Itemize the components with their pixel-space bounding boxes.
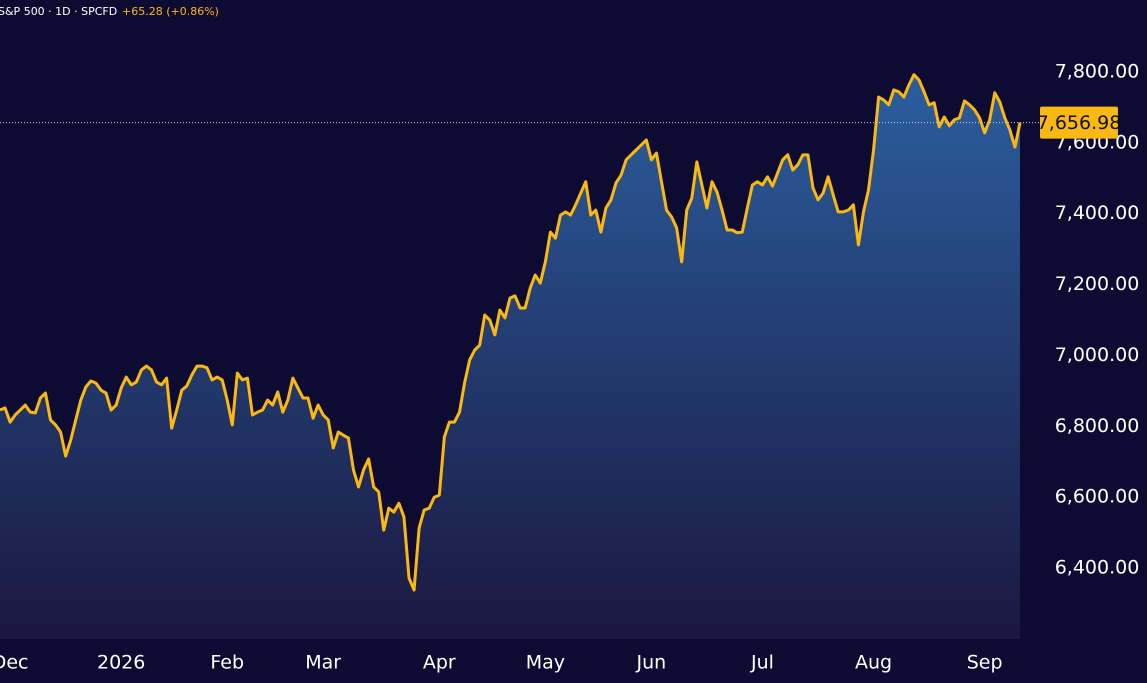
y-tick-label: 7,000.00	[1055, 344, 1140, 366]
area-fill	[0, 74, 1020, 640]
x-tick-label: May	[526, 652, 565, 674]
y-tick-label: 7,400.00	[1055, 202, 1140, 224]
x-tick-label: Apr	[423, 652, 456, 674]
x-tick-label: 2026	[97, 652, 145, 674]
chart-title: S&P 500 · 1D · SPCFD	[0, 5, 117, 18]
y-tick-label: 7,200.00	[1055, 273, 1140, 295]
y-tick-label: 6,800.00	[1055, 415, 1140, 437]
y-tick-label: 6,400.00	[1055, 557, 1140, 579]
x-tick-label: Feb	[210, 652, 244, 674]
x-tick-label: Aug	[855, 652, 892, 674]
last-price-badge	[1040, 106, 1118, 139]
x-tick-label: Jul	[750, 652, 774, 674]
x-tick-label: Sep	[967, 652, 1003, 674]
y-tick-label: 7,800.00	[1055, 60, 1140, 82]
y-tick-label: 6,600.00	[1055, 486, 1140, 508]
x-tick-label: Dec	[0, 652, 28, 674]
x-tick-label: Mar	[305, 652, 341, 674]
price-line	[0, 73, 1022, 592]
x-tick-label: Jun	[636, 652, 667, 674]
price-change: +65.28 (+0.86%)	[122, 5, 219, 18]
last-price-label: 7,656.98	[1037, 112, 1122, 134]
